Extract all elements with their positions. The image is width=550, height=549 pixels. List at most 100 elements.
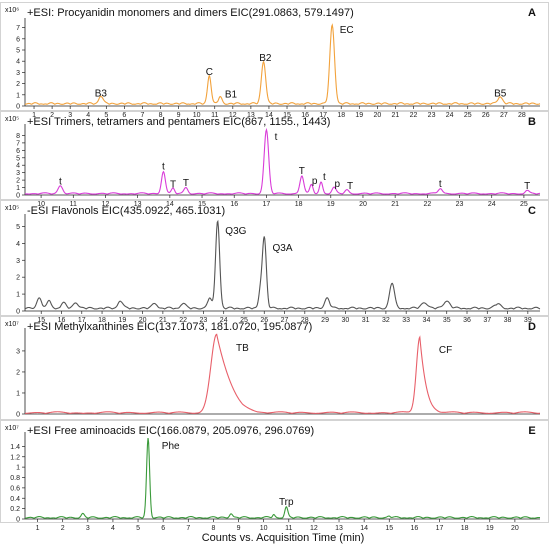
- x-axis-label: Counts vs. Acquisition Time (min): [202, 532, 365, 544]
- y-tick-label: 2: [16, 178, 20, 185]
- x-tick-label: 15: [37, 317, 45, 324]
- panel-title: +ESI: Procyanidin monomers and dimers EI…: [27, 7, 354, 19]
- x-tick-label: 17: [436, 525, 444, 532]
- y-tick-label: 6: [16, 148, 20, 155]
- x-tick-label: 3: [68, 112, 72, 119]
- panels-layer: +ESI: Procyanidin monomers and dimers EI…: [0, 2, 549, 532]
- y-tick-label: 2: [16, 369, 20, 376]
- x-tick-label: 3: [86, 525, 90, 532]
- x-tick-label: 17: [263, 201, 271, 208]
- x-tick-label: 14: [265, 112, 273, 119]
- x-tick-label: 2: [61, 525, 65, 532]
- signal-trace: [24, 219, 541, 310]
- x-tick-label: 9: [177, 112, 181, 119]
- panel-title: +ESI Trimers, tetramers and pentamers EI…: [27, 116, 330, 128]
- x-tick-label: 39: [524, 317, 532, 324]
- x-tick-label: 10: [193, 112, 201, 119]
- panel-d: +ESI Methylxanthines EIC(137.1073, 181.0…: [0, 316, 549, 420]
- x-tick-label: 14: [360, 525, 368, 532]
- signal-trace: [24, 23, 541, 105]
- panel-frame: [0, 316, 549, 420]
- signal-trace: [24, 127, 541, 195]
- y-tick-label: 0.8: [10, 475, 20, 482]
- panel-letter: A: [528, 7, 536, 19]
- x-tick-label: 28: [301, 317, 309, 324]
- x-tick-label: 11: [211, 112, 218, 119]
- signal-trace: [24, 333, 541, 414]
- y-tick-label: 0: [16, 412, 20, 419]
- x-tick-label: 24: [488, 201, 496, 208]
- peak-label: T: [347, 181, 353, 192]
- x-tick-label: 8: [211, 525, 215, 532]
- y-tick-label: 4: [16, 163, 20, 170]
- panel-letter: D: [528, 321, 536, 333]
- panel-e: +ESI Free aminoacids EIC(166.0879, 205.0…: [0, 420, 549, 532]
- panel-title: +ESI Methylxanthines EIC(137.1073, 181.0…: [27, 321, 312, 333]
- y-tick-label: 1: [16, 292, 20, 299]
- x-tick-label: 6: [122, 112, 126, 119]
- x-tick-label: 24: [446, 112, 454, 119]
- panel-frame: [0, 200, 549, 316]
- x-tick-label: 18: [337, 112, 345, 119]
- x-tick-label: 11: [285, 525, 292, 532]
- x-tick-label: 18: [461, 525, 469, 532]
- y-tick-label: 7: [16, 140, 20, 147]
- x-tick-label: 14: [166, 201, 174, 208]
- x-tick-label: 34: [423, 317, 431, 324]
- y-tick-label: 0: [16, 193, 20, 200]
- peak-label: TB: [236, 343, 249, 354]
- y-tick-label: 8: [16, 133, 20, 140]
- y-exponent-label: x10⁷: [5, 321, 19, 328]
- y-tick-label: 5: [16, 224, 20, 231]
- y-tick-label: 1: [16, 92, 20, 99]
- peak-label: B3: [95, 88, 108, 99]
- x-tick-label: 22: [423, 201, 431, 208]
- x-tick-label: 25: [240, 317, 248, 324]
- y-tick-label: 7: [16, 25, 20, 32]
- signal-trace: [24, 438, 541, 519]
- y-tick-label: 1: [16, 185, 20, 192]
- peak-label: Q3G: [225, 226, 246, 237]
- x-tick-label: 20: [139, 317, 147, 324]
- x-tick-label: 7: [141, 112, 145, 119]
- x-tick-label: 16: [410, 525, 418, 532]
- x-tick-label: 24: [220, 317, 228, 324]
- x-tick-label: 19: [486, 525, 494, 532]
- y-tick-label: 1.2: [10, 454, 20, 461]
- panel-a: +ESI: Procyanidin monomers and dimers EI…: [0, 2, 549, 119]
- x-tick-label: 27: [500, 112, 508, 119]
- x-tick-label: 12: [229, 112, 237, 119]
- x-tick-label: 27: [281, 317, 289, 324]
- y-tick-label: 3: [16, 170, 20, 177]
- x-tick-label: 33: [402, 317, 410, 324]
- peak-label: B2: [259, 53, 272, 64]
- x-tick-label: 17: [319, 112, 327, 119]
- x-tick-label: 16: [58, 317, 66, 324]
- x-tick-label: 8: [159, 112, 163, 119]
- y-tick-label: 0.4: [10, 496, 20, 503]
- x-tick-label: 15: [385, 525, 393, 532]
- y-tick-label: 4: [16, 59, 20, 66]
- peak-label: CF: [439, 345, 452, 356]
- x-tick-label: 22: [179, 317, 187, 324]
- x-tick-label: 13: [335, 525, 343, 532]
- peak-label: B1: [225, 90, 238, 101]
- x-tick-label: 5: [104, 112, 108, 119]
- panel-letter: E: [528, 425, 535, 437]
- x-tick-label: 16: [301, 112, 309, 119]
- y-tick-label: 0.6: [10, 485, 20, 492]
- y-tick-label: 1.4: [10, 444, 20, 451]
- x-tick-label: 21: [392, 112, 400, 119]
- x-tick-label: 20: [511, 525, 519, 532]
- x-tick-label: 26: [260, 317, 268, 324]
- x-tick-label: 12: [102, 201, 110, 208]
- y-tick-label: 1: [16, 390, 20, 397]
- peak-label: t: [59, 177, 62, 188]
- peak-label: Q3A: [272, 243, 292, 254]
- peak-label: Trp: [279, 497, 294, 508]
- panel-letter: C: [528, 205, 536, 217]
- peak-label: T: [183, 178, 189, 189]
- x-tick-label: 31: [362, 317, 370, 324]
- y-tick-label: 3: [16, 258, 20, 265]
